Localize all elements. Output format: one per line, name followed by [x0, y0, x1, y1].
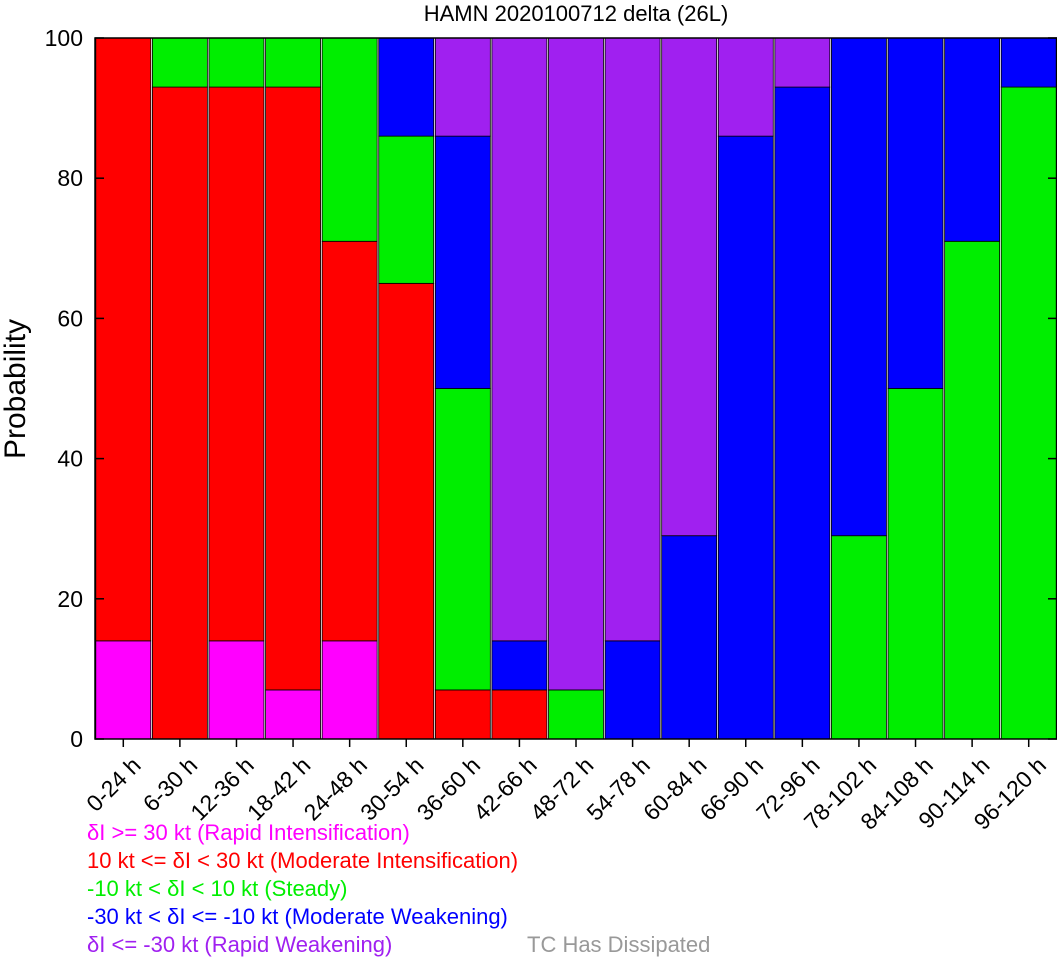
bar-mi-3	[265, 86, 321, 691]
y-tick-label-0: 0	[70, 726, 83, 752]
x-tick-label-9: 54-78 h	[581, 752, 655, 826]
bar-st-13	[831, 535, 887, 740]
legend-item-mw: -30 kt < δI <= -10 kt (Moderate Weakenin…	[87, 904, 508, 929]
x-tick-label-5: 30-54 h	[355, 752, 429, 826]
bar-mi-2	[208, 86, 265, 642]
x-tick-label-10: 60-84 h	[638, 752, 712, 826]
bar-rw-12	[774, 37, 831, 88]
y-tick-label-40: 40	[57, 446, 83, 472]
y-axis-label: Probability	[0, 319, 32, 459]
x-tick-label-8: 48-72 h	[525, 752, 599, 826]
bar-mi-7	[491, 689, 548, 740]
x-tick-label-4: 24-48 h	[299, 752, 373, 826]
x-tick-label-6: 36-60 h	[412, 752, 486, 826]
bar-mi-6	[434, 689, 491, 740]
bar-st-16	[1000, 86, 1057, 740]
bar-mw-13	[831, 37, 887, 537]
legend-item-ri: δI >= 30 kt (Rapid Intensification)	[87, 820, 410, 845]
bars-group	[95, 37, 1057, 740]
x-tick-label-7: 42-66 h	[468, 752, 542, 826]
bar-st-3	[265, 37, 321, 88]
bar-mw-7	[491, 640, 548, 691]
bar-mw-5	[378, 37, 435, 137]
bar-ri-2	[208, 640, 265, 740]
legend-item-rw: δI <= -30 kt (Rapid Weakening)	[87, 932, 393, 957]
bar-st-15	[944, 240, 1001, 740]
bar-st-8	[548, 689, 604, 740]
bar-mw-15	[944, 37, 1001, 242]
x-tick-label-0: 0-24 h	[81, 752, 146, 817]
legend-item-st: -10 kt < δI < 10 kt (Steady)	[87, 876, 348, 901]
bar-mw-16	[1000, 37, 1057, 88]
bar-mw-9	[604, 640, 661, 740]
x-tick-label-3: 18-42 h	[242, 752, 316, 826]
legend-item-mi: 10 kt <= δI < 30 kt (Moderate Intensific…	[87, 848, 519, 873]
bar-mw-10	[661, 535, 718, 740]
legend-dissipated: TC Has Dissipated	[527, 932, 711, 957]
bar-mi-5	[378, 282, 435, 740]
bar-st-6	[434, 388, 491, 691]
bar-st-1	[151, 37, 208, 88]
bar-rw-10	[661, 37, 718, 537]
x-tick-label-2: 12-36 h	[185, 752, 259, 826]
bar-mi-1	[151, 86, 208, 740]
bar-rw-9	[604, 37, 661, 642]
y-ticks-group: 0 20 40 60 80 100	[45, 25, 1057, 752]
bar-mi-4	[321, 240, 378, 642]
chart-title: HAMN 2020100712 delta (26L)	[424, 1, 729, 26]
bar-mw-6	[434, 135, 491, 389]
bar-mw-14	[887, 37, 944, 389]
bar-mi-0	[95, 37, 152, 642]
bar-ri-4	[321, 640, 378, 740]
bar-rw-8	[548, 37, 604, 691]
x-tick-label-11: 66-90 h	[695, 752, 769, 826]
bar-st-2	[208, 37, 265, 88]
bar-ri-0	[95, 640, 152, 740]
bar-st-5	[378, 135, 435, 284]
bar-st-4	[321, 37, 378, 242]
y-tick-label-80: 80	[57, 165, 83, 191]
bar-st-14	[887, 388, 944, 740]
bar-rw-11	[717, 37, 774, 137]
y-tick-label-100: 100	[45, 25, 83, 51]
bar-ri-3	[265, 689, 321, 740]
bar-rw-6	[434, 37, 491, 137]
bar-mw-11	[717, 135, 774, 740]
bar-mw-12	[774, 86, 831, 740]
y-tick-label-60: 60	[57, 305, 83, 331]
y-tick-label-20: 20	[57, 586, 83, 612]
bar-rw-7	[491, 37, 548, 642]
